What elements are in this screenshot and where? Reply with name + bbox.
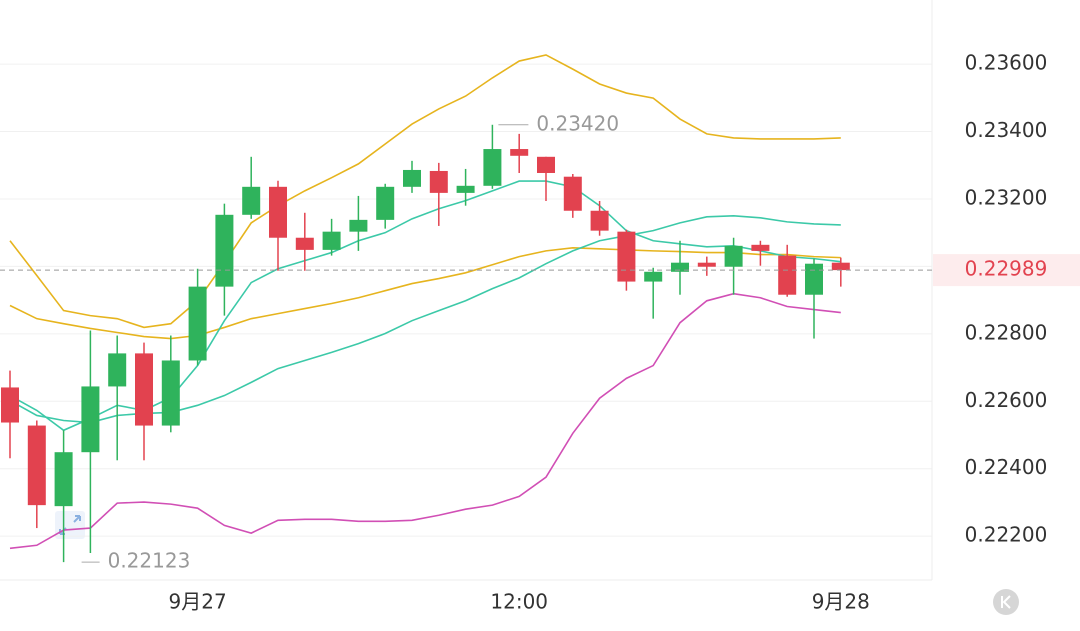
candle-body bbox=[510, 149, 529, 156]
candle bbox=[242, 156, 261, 219]
y-tick-label: 0.23200 bbox=[965, 185, 1048, 209]
last-price-box bbox=[933, 254, 1080, 287]
candle bbox=[1, 370, 19, 459]
candle bbox=[429, 162, 448, 226]
candle-body bbox=[724, 245, 743, 267]
candle-body bbox=[617, 231, 636, 282]
candle bbox=[563, 174, 582, 218]
candle bbox=[778, 244, 797, 297]
candle bbox=[805, 258, 823, 339]
candle-body bbox=[537, 156, 555, 173]
candle-body bbox=[1, 387, 19, 423]
indicator-line bbox=[9, 292, 841, 550]
candle bbox=[322, 218, 341, 256]
x-tick-label: 9月28 bbox=[812, 590, 870, 614]
y-tick-label: 0.22400 bbox=[965, 455, 1048, 479]
indicator-line bbox=[9, 54, 841, 329]
candle-body bbox=[376, 186, 395, 220]
y-tick-label: 0.23600 bbox=[965, 51, 1048, 75]
candle bbox=[644, 267, 663, 319]
candle bbox=[724, 237, 743, 295]
candle-body bbox=[269, 186, 287, 238]
y-tick-label: 0.22200 bbox=[965, 523, 1048, 547]
candle-body bbox=[322, 231, 341, 250]
candle bbox=[510, 133, 529, 173]
candle-body bbox=[429, 170, 448, 193]
candle bbox=[590, 200, 609, 236]
kline-button-icon bbox=[1001, 595, 1011, 609]
kline-button-circle[interactable] bbox=[993, 589, 1019, 615]
candle-body bbox=[751, 244, 770, 251]
candle bbox=[27, 420, 46, 529]
y-tick-label: 0.22800 bbox=[965, 320, 1048, 344]
candle-body bbox=[54, 452, 73, 507]
jump-icon[interactable] bbox=[55, 511, 85, 539]
candle-body bbox=[697, 262, 716, 267]
candle-body bbox=[215, 214, 234, 287]
candle-body bbox=[644, 271, 663, 282]
candle-body bbox=[483, 149, 502, 186]
candle-body bbox=[27, 425, 46, 506]
candle-body bbox=[188, 286, 207, 361]
candle bbox=[456, 168, 475, 206]
candle-body bbox=[590, 210, 609, 231]
kline-button[interactable] bbox=[993, 589, 1019, 615]
candle bbox=[403, 160, 421, 193]
candle bbox=[269, 180, 287, 271]
candle bbox=[751, 240, 770, 266]
candle bbox=[376, 183, 395, 229]
candle bbox=[81, 330, 100, 554]
candle bbox=[215, 203, 234, 316]
candle bbox=[483, 124, 502, 189]
y-tick-label: 0.23400 bbox=[965, 118, 1048, 142]
candle bbox=[537, 156, 555, 201]
jump-icon-bg[interactable] bbox=[55, 511, 85, 539]
candle-body bbox=[81, 386, 100, 453]
x-tick-label: 12:00 bbox=[490, 590, 548, 614]
candle bbox=[188, 268, 207, 366]
candle bbox=[161, 335, 180, 433]
min-label: 0.22123 bbox=[108, 549, 191, 573]
candle-body bbox=[831, 262, 850, 271]
candle bbox=[135, 342, 153, 461]
candle-body bbox=[403, 169, 421, 187]
candle-body bbox=[671, 262, 689, 272]
candle-body bbox=[161, 360, 180, 426]
candle bbox=[697, 256, 716, 276]
candle-body bbox=[456, 185, 475, 193]
candle-body bbox=[349, 219, 368, 232]
indicator-line bbox=[9, 247, 841, 340]
candle-body bbox=[242, 186, 261, 215]
candle bbox=[108, 335, 127, 461]
candle bbox=[671, 240, 689, 295]
last-price-label: 0.22989 bbox=[965, 257, 1048, 281]
candle-body bbox=[135, 353, 153, 426]
candle bbox=[54, 430, 73, 563]
candle-body bbox=[563, 176, 582, 211]
candle bbox=[617, 229, 636, 291]
candle-body bbox=[108, 353, 127, 387]
y-tick-label: 0.22600 bbox=[965, 388, 1048, 412]
candle bbox=[295, 212, 314, 271]
candle-body bbox=[295, 237, 314, 250]
x-tick-label: 9月27 bbox=[169, 590, 227, 614]
max-label: 0.23420 bbox=[536, 111, 619, 135]
candle bbox=[831, 257, 850, 287]
candle-body bbox=[805, 263, 823, 295]
candle-body bbox=[778, 255, 797, 295]
candle bbox=[349, 195, 368, 251]
